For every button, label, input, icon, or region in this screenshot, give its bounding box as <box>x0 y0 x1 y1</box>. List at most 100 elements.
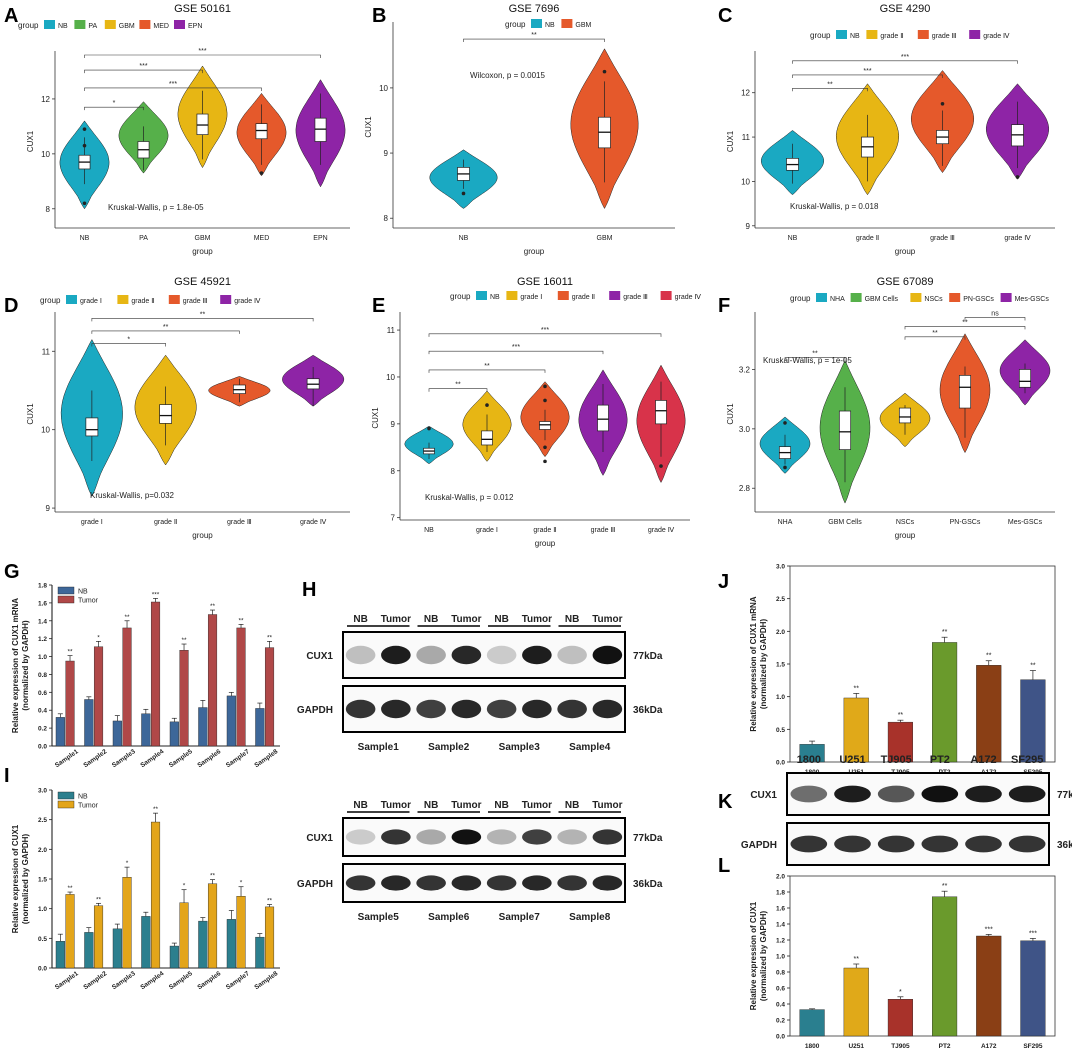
lane-header: NB <box>494 614 508 625</box>
box <box>655 400 667 425</box>
bar-nb <box>112 928 122 969</box>
legend-swatch <box>531 19 542 28</box>
panel-letter-i: I <box>4 765 10 787</box>
outlier-point <box>783 465 787 470</box>
significance-label: ** <box>181 637 187 644</box>
panel-b-violin-chart: GSE 7696 group NB GBM 8 9 10 CUX1 group NB GBM ** Wi… <box>364 3 675 256</box>
x-tick-label: grade Ⅳ <box>1004 235 1031 242</box>
size-label: 77kDa <box>633 651 663 662</box>
x-tick-label: NB <box>424 527 434 534</box>
legend-label: grade Ⅲ <box>623 294 648 301</box>
x-axis-label: group <box>524 247 545 256</box>
x-tick-label: Sample1 <box>54 748 80 769</box>
significance-bracket <box>904 326 1026 330</box>
y-tick-label: 1.6 <box>776 906 785 913</box>
x-tick-label: grade Ⅲ <box>591 527 616 534</box>
x-tick-label: 1800 <box>805 1043 820 1050</box>
significance-label: * <box>126 860 129 867</box>
y-tick-label: 1.0 <box>38 654 47 661</box>
y-tick-label: 12 <box>41 95 50 104</box>
blot-row-cux1-band <box>416 829 446 845</box>
box <box>159 404 172 424</box>
y-axis-label: CUX1 <box>726 403 735 425</box>
panel-a-violin-chart: GSE 50161 group NB PA GBM MED EPN 8 10 12 CUX1 grou… <box>18 3 350 256</box>
outlier-point <box>461 191 466 196</box>
blot-row-cux1-band <box>592 645 623 665</box>
y-tick-label: 0.0 <box>776 1034 785 1041</box>
bar-tumor <box>264 647 275 747</box>
significance-bracket <box>84 87 262 91</box>
panel-letter-a: A <box>4 5 18 27</box>
statistical-test-label: Wilcoxon, p = 0.0015 <box>470 71 545 80</box>
legend-label: grade Ⅱ <box>880 33 903 40</box>
panel-e-violin-chart: GSE 16011 group NB grade Ⅰ grade Ⅱ grade Ⅲ gra… <box>371 276 701 548</box>
bar-tj905 <box>887 999 913 1037</box>
x-tick-label: EPN <box>313 235 327 242</box>
outlier-point <box>485 403 489 407</box>
bar-nb <box>55 941 65 969</box>
significance-label: ** <box>67 885 73 892</box>
y-tick-label: 1.0 <box>38 906 47 913</box>
legend-swatch <box>168 295 180 304</box>
bar-1800 <box>799 1009 825 1037</box>
y-axis-label: CUX1 <box>26 130 35 152</box>
blot-row-cux1-frame <box>342 817 626 857</box>
bar-tumor <box>93 646 104 747</box>
significance-label: ** <box>96 896 102 903</box>
row-label: CUX1 <box>306 651 333 662</box>
blot-row-cux1-band <box>381 829 411 845</box>
outlier-point <box>82 201 87 206</box>
statistical-test-label: Kruskal-Wallis, p = 0.018 <box>790 202 879 211</box>
lane-header: 1800 <box>797 754 821 766</box>
x-axis-label: group <box>192 531 213 540</box>
blot-row-gapdh-band <box>921 835 959 853</box>
lane-header: TJ905 <box>881 754 912 766</box>
sample-label: Sample5 <box>358 912 400 923</box>
box <box>958 375 972 409</box>
y-tick-label: 11 <box>742 133 751 142</box>
lane-header: NB <box>565 614 579 625</box>
significance-label: ** <box>238 617 244 624</box>
x-tick-label: grade Ⅳ <box>648 527 675 534</box>
outlier-point <box>427 426 431 431</box>
legend-swatch <box>561 19 573 28</box>
significance-bracket <box>463 38 605 43</box>
blot-row-gapdh-band <box>877 835 915 853</box>
legend-swatch <box>910 293 922 302</box>
legend-title: group <box>810 31 831 40</box>
bar-nb <box>255 936 265 969</box>
x-tick-label: Sample5 <box>168 970 194 991</box>
row-label: GAPDH <box>297 705 333 716</box>
chart-title: GSE 16011 <box>517 276 573 288</box>
legend-swatch <box>949 293 961 302</box>
bar-tumor <box>179 902 189 969</box>
y-tick-label: 11 <box>387 326 396 335</box>
legend-label: EPN <box>188 23 202 30</box>
y-tick-label: 0.0 <box>38 744 47 751</box>
y-tick-label: 8 <box>391 467 396 476</box>
x-tick-label: grade Ⅲ <box>930 235 955 242</box>
chart-title: GSE 7696 <box>509 3 560 15</box>
legend-label: Tumor <box>78 803 99 810</box>
legend-label: NB <box>78 589 88 596</box>
panel-letter-b: B <box>372 5 386 27</box>
sample-label: Sample8 <box>569 912 611 923</box>
x-tick-label: Sample8 <box>253 970 279 991</box>
bar-tumor <box>122 627 132 747</box>
blot-row-gapdh-band <box>416 699 446 719</box>
blot-row-cux1-band <box>790 785 828 803</box>
y-tick-label: 1.8 <box>38 583 47 590</box>
y-tick-label: 9 <box>46 504 51 513</box>
outlier-point <box>82 127 87 131</box>
blot-row-gapdh-band <box>345 875 376 891</box>
legend-label: NSCs <box>924 296 943 303</box>
blot-row-cux1-band <box>345 829 376 845</box>
outlier-point <box>602 69 607 74</box>
blot-row-gapdh-band <box>522 875 552 891</box>
outlier-point <box>543 445 547 450</box>
x-tick-label: Sample7 <box>225 970 251 991</box>
bar-nb <box>255 708 265 747</box>
blot-row-cux1-band <box>592 829 623 845</box>
x-tick-label: Mes-GSCs <box>1008 519 1043 526</box>
lane-header: Tumor <box>522 614 552 625</box>
